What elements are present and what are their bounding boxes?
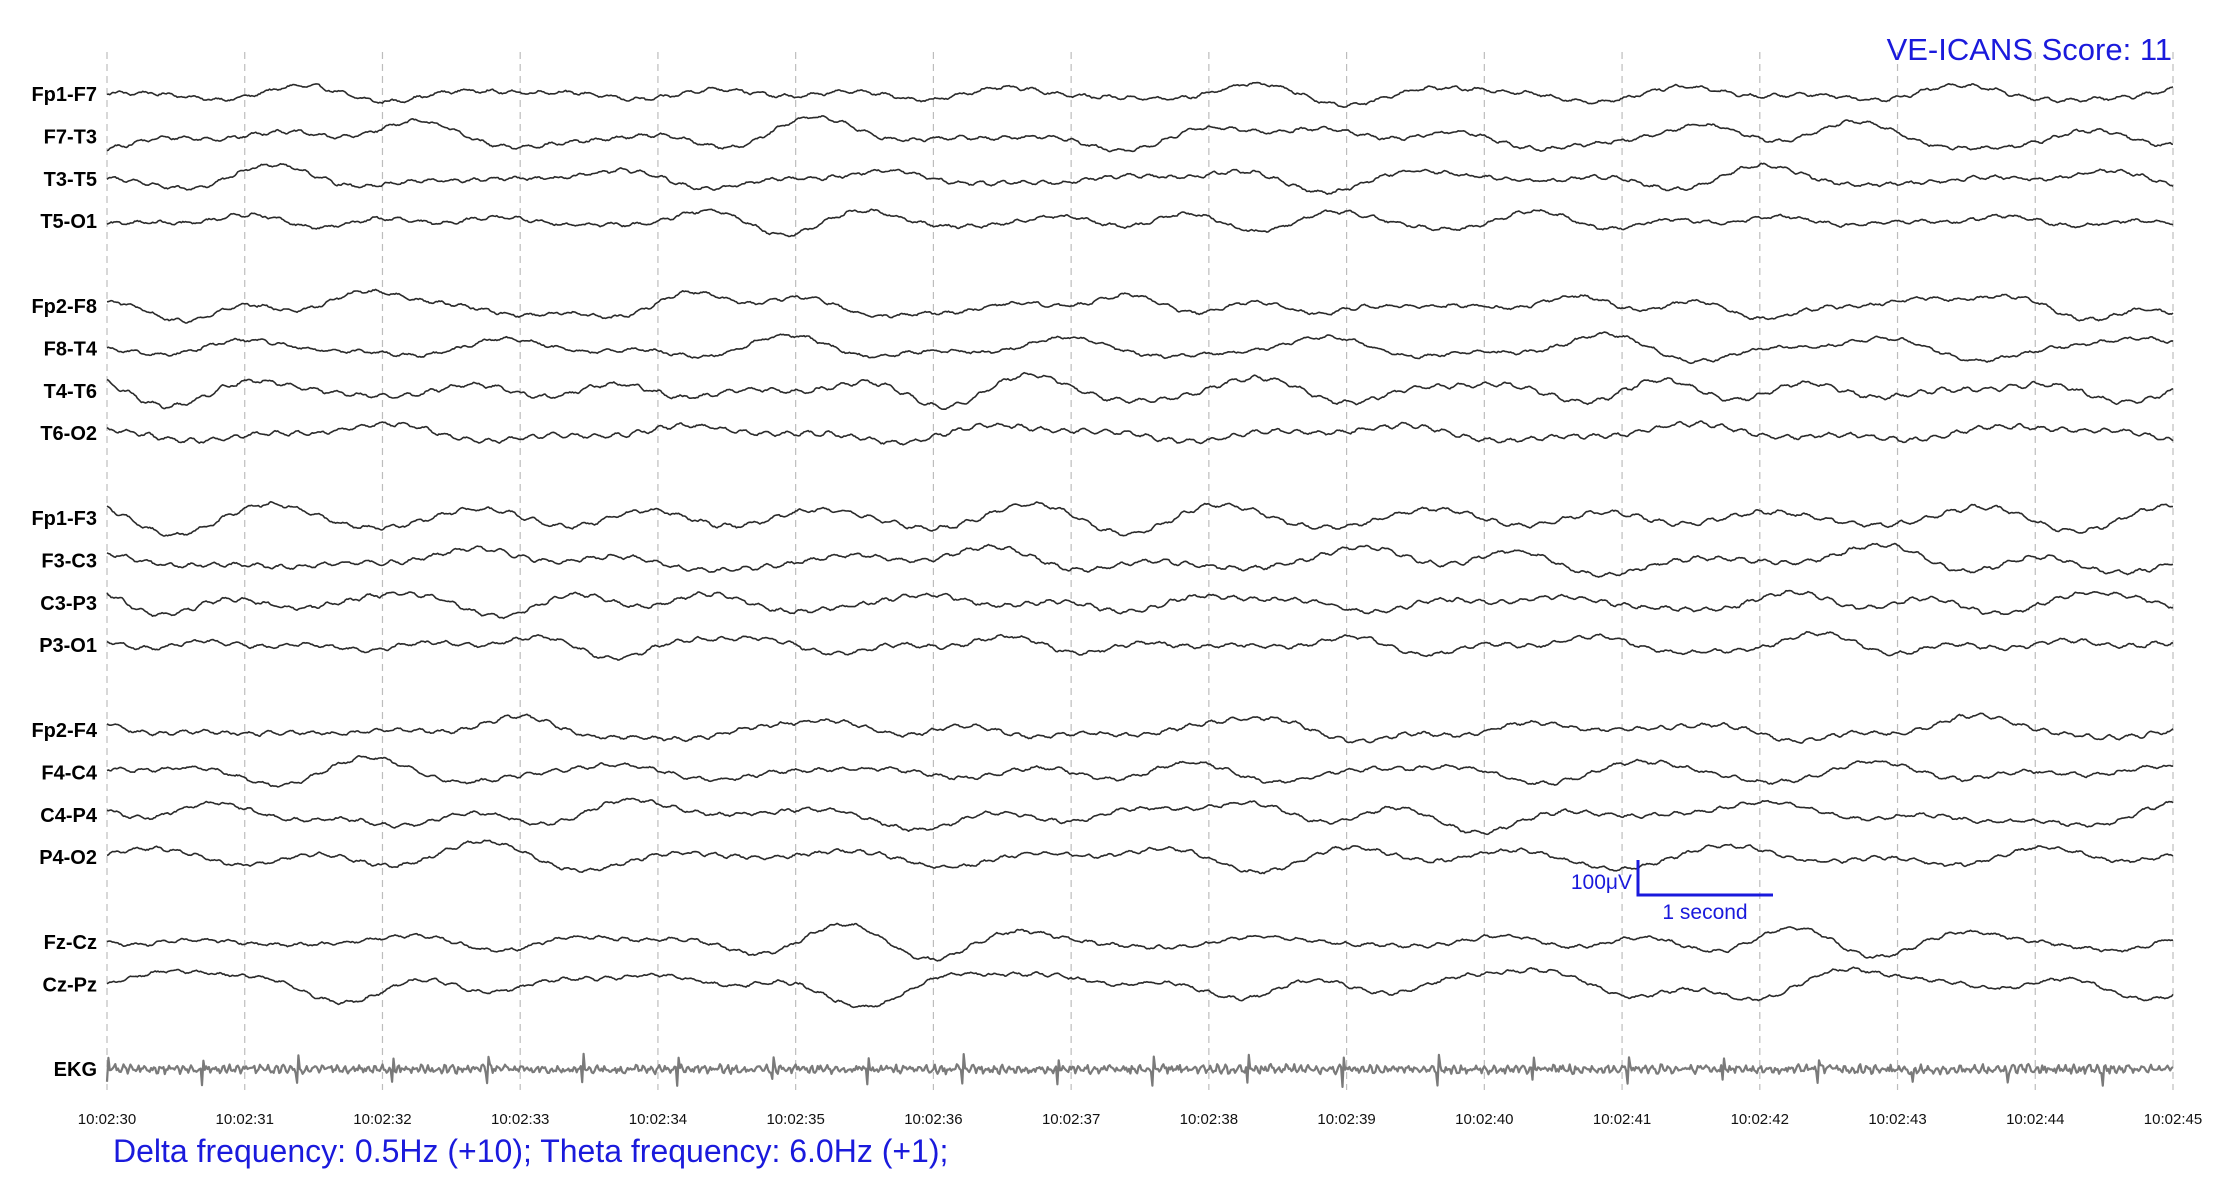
channel-label: F8-T4 xyxy=(44,338,98,360)
channel-label: C3-P3 xyxy=(40,593,97,615)
x-tick-label: 10:02:36 xyxy=(904,1111,962,1128)
channel-label: P3-O1 xyxy=(39,635,97,657)
channel-label: F3-C3 xyxy=(41,550,97,572)
trace-t4-t6 xyxy=(106,371,2174,411)
frequency-footer: Delta frequency: 0.5Hz (+10); Theta freq… xyxy=(113,1133,948,1169)
trace-c3-p3 xyxy=(106,589,2174,620)
channel-label: EKG xyxy=(54,1059,97,1081)
scale-bar: 100μV 1 second xyxy=(1571,860,1773,924)
channel-label: Fz-Cz xyxy=(44,932,97,954)
x-tick-label: 10:02:45 xyxy=(2144,1111,2202,1128)
trace-f4-c4 xyxy=(106,754,2173,788)
trace-cz-pz xyxy=(106,966,2174,1009)
trace-f3-c3 xyxy=(106,542,2174,578)
trace-t5-o1 xyxy=(106,208,2174,238)
trace-fp1-f3 xyxy=(106,500,2174,537)
channel-label: T4-T6 xyxy=(44,381,97,403)
channel-label: T3-T5 xyxy=(44,169,97,191)
x-tick-label: 10:02:41 xyxy=(1593,1111,1651,1128)
trace-fp1-f7 xyxy=(106,81,2174,108)
channel-label: C4-P4 xyxy=(40,805,98,827)
trace-f8-t4 xyxy=(106,331,2174,365)
x-tick-label: 10:02:38 xyxy=(1180,1111,1238,1128)
trace-p3-o1 xyxy=(106,630,2173,661)
trace-p4-o2 xyxy=(106,839,2174,875)
x-tick-label: 10:02:33 xyxy=(491,1111,549,1128)
eeg-traces xyxy=(105,81,2174,1089)
trace-fp2-f4 xyxy=(106,712,2174,744)
trace-f7-t3 xyxy=(106,115,2174,153)
trace-c4-p4 xyxy=(106,797,2174,836)
channel-label: T6-O2 xyxy=(40,423,97,445)
channel-labels: Fp1-F7 F7-T3 T3-T5 T5-O1 Fp2-F8 F8-T4 T4-T6 T6-… xyxy=(31,84,97,1081)
channel-label: P4-O2 xyxy=(39,847,97,869)
trace-fz-cz xyxy=(106,922,2173,962)
scale-bar-line xyxy=(1636,860,1773,897)
channel-label: T5-O1 xyxy=(40,211,97,233)
x-tick-label: 10:02:43 xyxy=(1868,1111,1926,1128)
score-label: VE-ICANS Score: 11 xyxy=(1887,32,2172,67)
x-tick-label: 10:02:30 xyxy=(78,1111,136,1128)
x-tick-label: 10:02:39 xyxy=(1317,1111,1375,1128)
x-tick-label: 10:02:35 xyxy=(766,1111,824,1128)
x-tick-label: 10:02:32 xyxy=(353,1111,411,1128)
channel-label: Fp2-F8 xyxy=(31,296,97,318)
scale-bar-amplitude-label: 100μV xyxy=(1571,871,1632,894)
x-tick-label: 10:02:40 xyxy=(1455,1111,1513,1128)
trace-t3-t5 xyxy=(106,162,2174,195)
x-tick-label: 10:02:42 xyxy=(1731,1111,1789,1128)
x-tick-label: 10:02:31 xyxy=(216,1111,274,1128)
trace-fp2-f8 xyxy=(106,288,2174,324)
channel-label: Fp1-F7 xyxy=(31,84,97,106)
channel-label: F4-C4 xyxy=(41,762,97,784)
x-tick-label: 10:02:37 xyxy=(1042,1111,1100,1128)
scale-bar-time-label: 1 second xyxy=(1662,901,1747,924)
channel-label: Cz-Pz xyxy=(43,974,97,996)
time-axis: 10:02:30 10:02:31 10:02:32 10:02:33 10:02:34… xyxy=(78,1111,2202,1128)
x-tick-label: 10:02:44 xyxy=(2006,1111,2064,1128)
x-tick-label: 10:02:34 xyxy=(629,1111,687,1128)
channel-label: F7-T3 xyxy=(44,126,97,148)
channel-label: Fp2-F4 xyxy=(31,720,97,742)
trace-ekg xyxy=(105,1052,2174,1089)
channel-label: Fp1-F3 xyxy=(31,508,97,530)
trace-t6-o2 xyxy=(106,420,2174,446)
